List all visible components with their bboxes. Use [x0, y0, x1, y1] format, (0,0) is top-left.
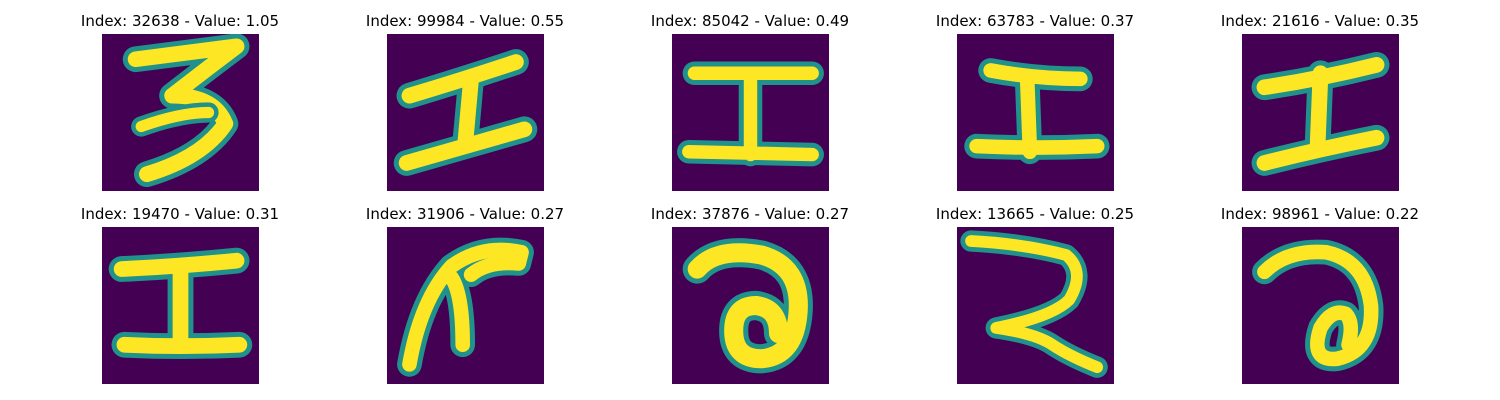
loop-curve-glyph: [1242, 227, 1399, 384]
digit-image: [102, 34, 259, 191]
i-beam-glyph: [957, 34, 1114, 191]
digit-image: [387, 34, 544, 191]
digit-image: [1242, 227, 1399, 384]
digit-image: [672, 34, 829, 191]
digit-image: [957, 227, 1114, 384]
z-curve-glyph: [957, 227, 1114, 384]
panel-title: Index: 13665 - Value: 0.25: [935, 205, 1135, 223]
panel-title: Index: 98961 - Value: 0.22: [1220, 205, 1420, 223]
panel-title: Index: 37876 - Value: 0.27: [650, 205, 850, 223]
i-beam-glyph: [102, 227, 259, 384]
digit-image: [1242, 34, 1399, 191]
panel-title: Index: 63783 - Value: 0.37: [935, 12, 1135, 30]
hook-curve-glyph: [387, 227, 544, 384]
i-beam-glyph: [387, 34, 544, 191]
panel-title: Index: 19470 - Value: 0.31: [80, 205, 280, 223]
panel-title: Index: 99984 - Value: 0.55: [365, 12, 565, 30]
digit-image: [672, 227, 829, 384]
panel-title: Index: 21616 - Value: 0.35: [1220, 12, 1420, 30]
digit-three-glyph: [102, 34, 259, 191]
digit-image: [957, 34, 1114, 191]
i-beam-glyph: [1242, 34, 1399, 191]
digit-image: [387, 227, 544, 384]
i-beam-glyph: [672, 34, 829, 191]
loop-curve-glyph: [672, 227, 829, 384]
panel-title: Index: 32638 - Value: 1.05: [80, 12, 280, 30]
digit-image: [102, 227, 259, 384]
panel-title: Index: 31906 - Value: 0.27: [365, 205, 565, 223]
panel-title: Index: 85042 - Value: 0.49: [650, 12, 850, 30]
